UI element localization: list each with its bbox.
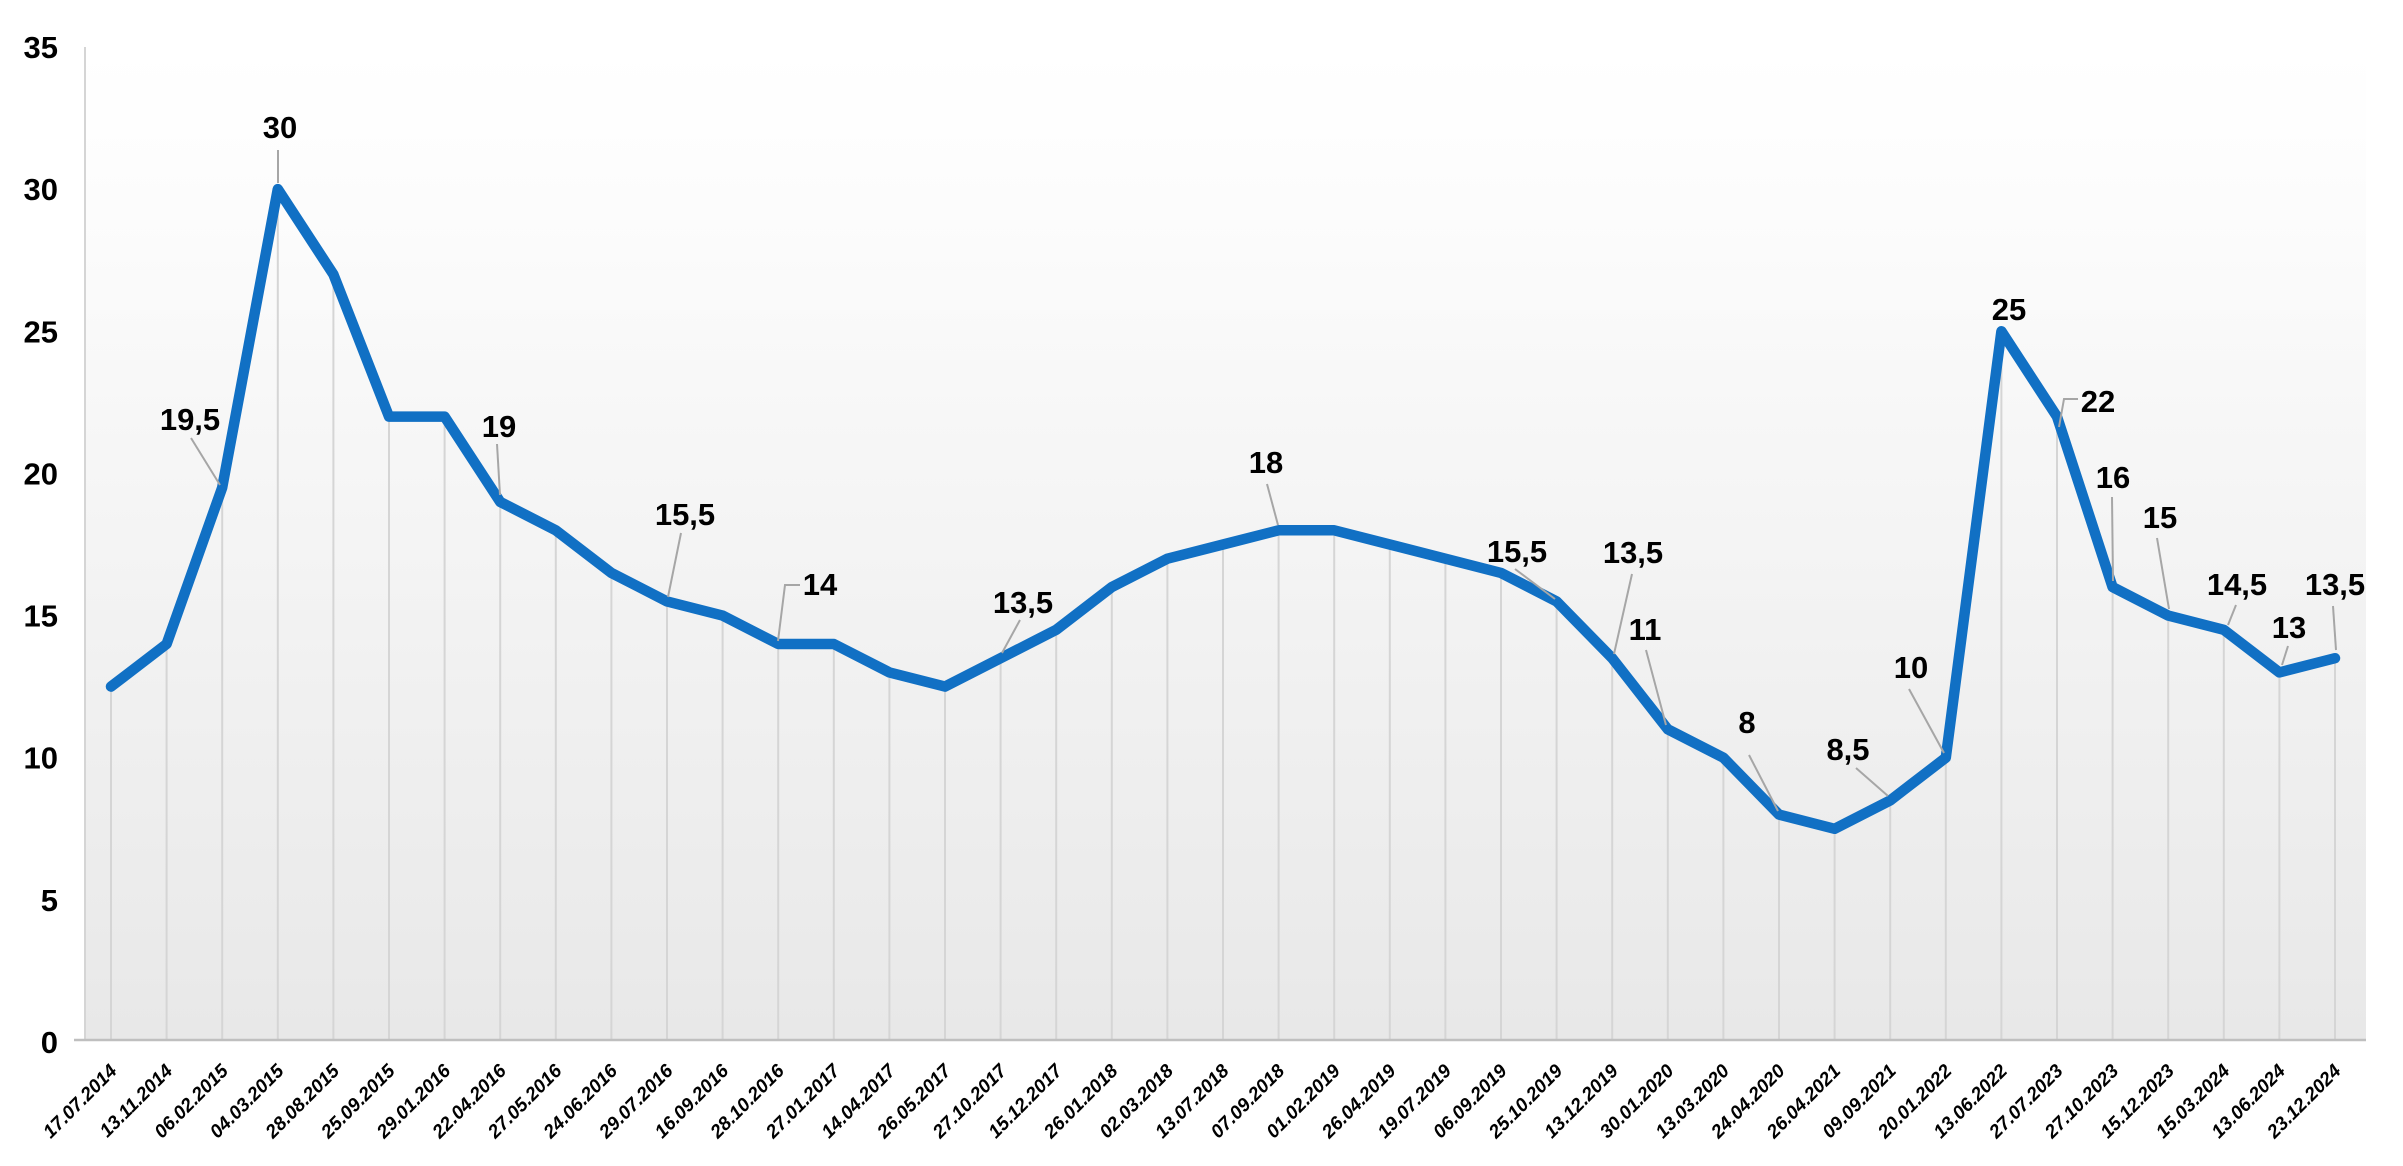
data-point-label: 19 <box>482 409 516 444</box>
data-point-label: 13,5 <box>1603 535 1663 570</box>
data-point-label: 8,5 <box>1826 732 1869 767</box>
data-point-label: 16 <box>2096 460 2130 495</box>
data-point-label: 25 <box>1992 292 2026 327</box>
y-tick-label: 15 <box>24 599 58 634</box>
label-leader-line <box>2281 645 2289 666</box>
data-point-label: 8 <box>1738 705 1755 740</box>
data-point-label: 19,5 <box>160 402 220 437</box>
label-leader-line <box>1613 573 1633 655</box>
data-point-label: 15,5 <box>1487 534 1547 569</box>
label-leader-line <box>1266 483 1279 526</box>
label-leader-line <box>1514 568 1556 600</box>
data-point-label: 13,5 <box>993 585 1053 620</box>
data-point-label: 15,5 <box>655 497 715 532</box>
data-point-label: 13,5 <box>2305 567 2365 602</box>
label-leader-line <box>2058 398 2078 428</box>
y-tick-label: 0 <box>41 1025 58 1060</box>
label-leader-line <box>1748 754 1779 812</box>
y-tick-label: 5 <box>41 883 58 918</box>
y-tick-label: 20 <box>24 456 58 491</box>
label-leader-line <box>2111 496 2114 582</box>
y-tick-label: 25 <box>24 314 58 349</box>
label-leader-line <box>2227 604 2237 626</box>
data-point-label: 22 <box>2081 384 2115 419</box>
label-leader-line <box>190 437 221 486</box>
data-point-label: 13 <box>2272 610 2306 645</box>
data-point-label: 30 <box>263 110 297 145</box>
series-line <box>105 183 2341 835</box>
label-leader-line <box>2156 537 2170 610</box>
label-leader-line <box>1001 619 1021 654</box>
y-tick-label: 30 <box>24 172 58 207</box>
label-leader-line <box>2332 605 2337 651</box>
label-leader-line <box>1855 767 1889 797</box>
label-leader-line <box>1908 688 1945 754</box>
label-leader-line <box>1645 649 1667 726</box>
data-point-label: 14,5 <box>2207 567 2267 602</box>
y-tick-label: 35 <box>24 30 58 65</box>
data-point-label: 10 <box>1894 650 1928 685</box>
data-point-label: 11 <box>1629 612 1662 647</box>
label-leader-line <box>496 443 501 496</box>
data-point-label: 15 <box>2143 500 2177 535</box>
y-tick-label: 10 <box>24 741 58 776</box>
label-leader-line <box>667 532 682 598</box>
label-leader-line <box>777 584 800 642</box>
data-point-label: 14 <box>803 567 838 602</box>
data-point-label: 18 <box>1249 445 1283 480</box>
